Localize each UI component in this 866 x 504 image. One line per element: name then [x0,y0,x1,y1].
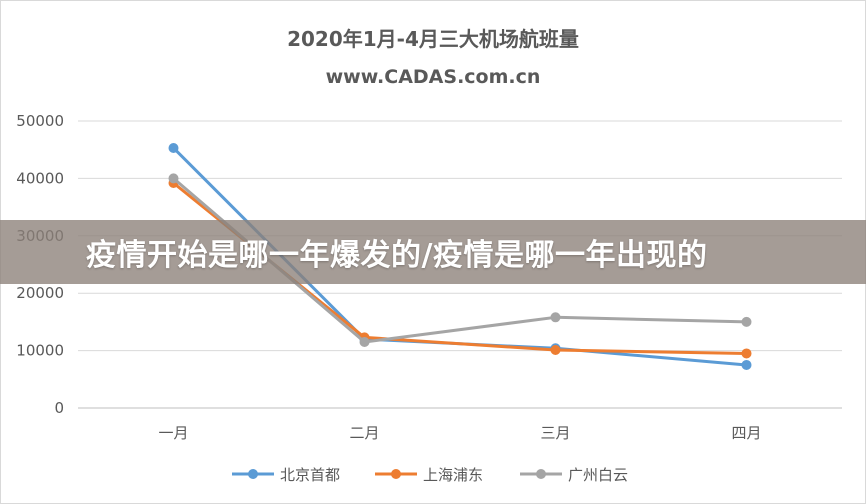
chart-subtitle: www.CADAS.com.cn [326,66,541,88]
data-point [741,348,752,359]
data-point [359,336,370,347]
data-point [168,142,179,153]
legend-label: 上海浦东 [423,466,483,484]
data-point [550,312,561,323]
data-point [168,173,179,184]
x-tick-label: 四月 [731,424,761,442]
y-tick-label: 0 [54,399,64,417]
chart-title: 2020年1月-4月三大机场航班量 [287,27,579,51]
y-tick-label: 10000 [16,342,64,360]
legend-marker [248,469,258,479]
headline-banner: 疫情开始是哪一年爆发的/疫情是哪一年出现的 [0,220,866,284]
banner-text: 疫情开始是哪一年爆发的/疫情是哪一年出现的 [86,238,708,273]
x-tick-label: 三月 [540,424,570,442]
legend-marker [391,469,401,479]
data-point [741,316,752,327]
y-tick-label: 50000 [16,112,64,130]
y-tick-label: 40000 [16,169,64,187]
data-point [741,359,752,370]
legend-marker [536,469,546,479]
y-tick-label: 20000 [16,284,64,302]
legend-label: 广州白云 [568,466,628,484]
x-tick-label: 二月 [349,424,379,442]
legend-label: 北京首都 [280,466,340,484]
data-point [550,345,561,356]
x-tick-label: 一月 [158,424,188,442]
